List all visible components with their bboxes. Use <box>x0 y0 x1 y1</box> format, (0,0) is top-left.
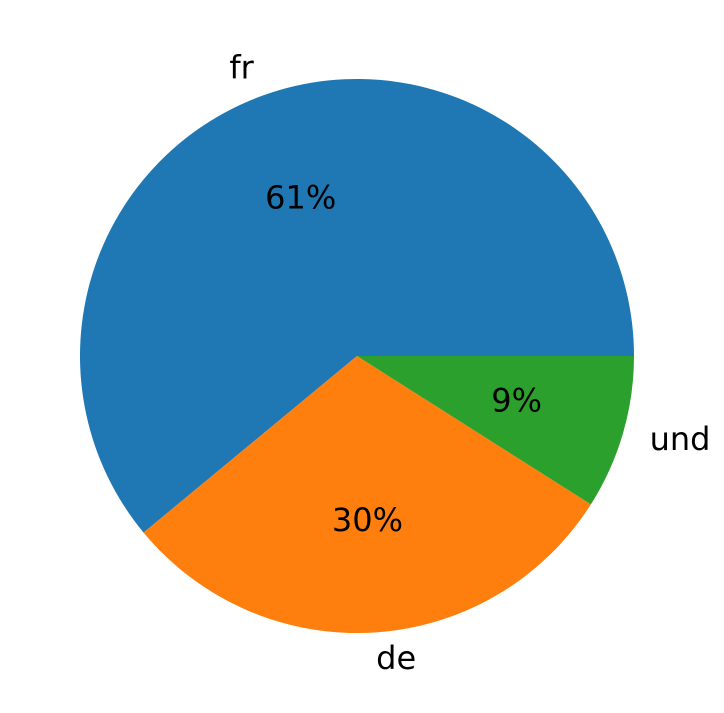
slice-label: und <box>650 420 711 458</box>
slice-label: de <box>376 639 416 677</box>
pie-slice <box>143 356 591 633</box>
percent-label: 61% <box>265 179 336 217</box>
pie-slice <box>79 78 635 533</box>
percent-label: 30% <box>332 501 403 539</box>
pie-slice <box>357 356 634 505</box>
percent-label: 9% <box>491 381 542 419</box>
slice-label: fr <box>229 48 254 86</box>
